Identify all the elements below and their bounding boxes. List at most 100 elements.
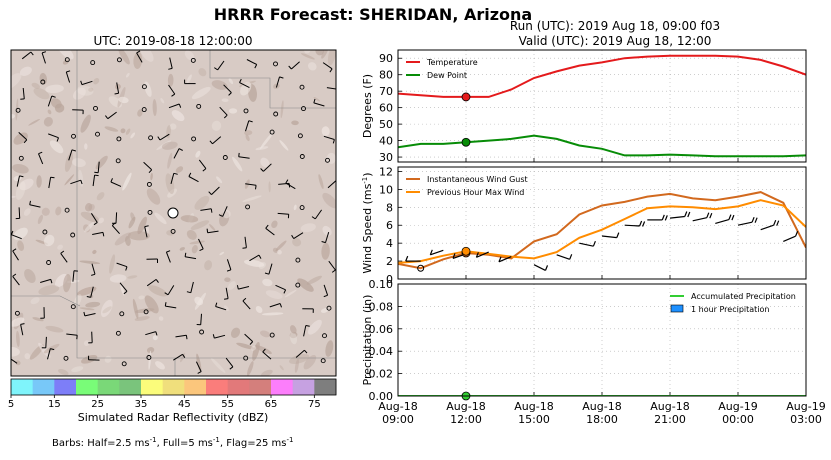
relief-patch — [11, 73, 22, 90]
temperature-panel: 30 40 50 60 70 80 90 Degrees (F) Temperature Dew … — [361, 49, 807, 164]
relief-patch — [167, 152, 173, 169]
relief-patch — [38, 285, 60, 296]
calm-station — [297, 133, 303, 139]
station-barb — [88, 331, 93, 344]
colorbar-cell — [11, 379, 34, 395]
station-barb — [206, 228, 219, 234]
relief-patch — [32, 317, 44, 322]
calm-station — [141, 84, 147, 90]
station-barb — [224, 287, 229, 300]
calm-station — [273, 61, 278, 67]
relief-patch — [122, 172, 132, 191]
station-barb — [214, 60, 225, 71]
relief-patch — [79, 260, 101, 265]
y-axis-label: Wind Speed (ms-1) — [361, 172, 374, 273]
relief-patch — [190, 220, 210, 230]
relief-patch — [16, 330, 20, 347]
legend: Temperature Dew Point — [406, 58, 478, 80]
relief-patch — [294, 358, 299, 373]
station-barb — [265, 224, 275, 236]
station-barb — [303, 325, 310, 337]
station-barb — [322, 62, 333, 73]
relief-patch — [104, 126, 119, 132]
relief-patch — [128, 230, 150, 241]
relief-patch — [41, 207, 50, 216]
relief-patch — [23, 208, 31, 216]
relief-patch — [114, 232, 131, 246]
relief-patch — [132, 298, 139, 319]
relief-patch — [321, 242, 330, 260]
station-barb — [168, 84, 176, 97]
relief-patch — [259, 132, 273, 150]
legend-label: Accumulated Precipitation — [691, 292, 796, 301]
station-barb — [20, 87, 25, 100]
station-barb — [208, 186, 220, 195]
calm-station — [121, 361, 127, 367]
relief-patch — [31, 82, 41, 89]
x-tick-label: Aug-19 — [786, 400, 825, 413]
site-marker — [167, 207, 179, 219]
station-barb — [144, 225, 149, 238]
relief-patch — [289, 331, 298, 339]
colorbar-cell — [249, 379, 272, 395]
plot-frame — [397, 283, 807, 397]
station-barb — [60, 250, 68, 263]
relief-patch — [125, 236, 131, 246]
relief-patch — [277, 249, 282, 255]
map-wind-barbs — [11, 50, 336, 374]
station-barb — [249, 254, 262, 262]
station-barb — [219, 106, 228, 119]
y-tick-label: 0.04 — [369, 345, 394, 358]
relief-patch — [280, 100, 284, 119]
station-barb — [327, 180, 336, 189]
relief-patch — [279, 140, 289, 151]
y-tick-label: 0.08 — [369, 300, 394, 313]
relief-patch — [236, 342, 255, 350]
calm-station — [63, 355, 69, 361]
calm-station — [115, 158, 121, 164]
station-barb — [168, 103, 182, 109]
station-barb — [277, 212, 290, 219]
relief-patch — [28, 118, 40, 126]
station-barb — [164, 302, 177, 309]
valid-line: Valid (UTC): 2019 Aug 18, 12:00 — [519, 34, 712, 48]
station-barb — [260, 163, 272, 172]
valid-time-marker — [461, 92, 471, 102]
relief-patch — [96, 192, 105, 201]
colorbar-cell — [227, 379, 250, 395]
wind-barb — [405, 255, 421, 262]
calm-station — [64, 207, 70, 213]
relief-patch — [11, 195, 16, 199]
relief-patch — [11, 317, 25, 327]
calm-station — [70, 232, 76, 238]
y-tick-label: 10 — [379, 183, 393, 196]
station-barb — [323, 135, 335, 144]
station-barb — [146, 258, 158, 263]
calm-station — [190, 57, 196, 63]
x-tick-label: Aug-18 — [514, 400, 553, 413]
relief-patch — [186, 74, 192, 84]
relief-patch — [50, 98, 62, 109]
colorbar-label: Simulated Radar Reflectivity (dBZ) — [78, 411, 269, 424]
relief-patch — [24, 353, 31, 360]
relief-patch — [137, 216, 147, 235]
colorbar: 5 15 25 35 45 55 65 75 Simulated Radar Reflecti… — [8, 378, 337, 424]
relief-patch — [84, 222, 95, 233]
station-barb — [92, 231, 105, 237]
wind-barb — [579, 240, 596, 247]
relief-patch — [146, 188, 161, 205]
relief-patch — [318, 174, 324, 190]
relief-patch — [140, 50, 154, 62]
relief-patch — [250, 345, 257, 351]
y-tick-label: 4 — [386, 237, 393, 250]
y-tick-label: 12 — [379, 165, 393, 178]
calm-station — [115, 330, 121, 336]
relief-patch — [240, 81, 252, 96]
relief-patch — [219, 211, 230, 227]
relief-patch — [154, 212, 167, 225]
station-barb — [90, 213, 98, 226]
relief-patch — [109, 274, 127, 283]
station-barb — [323, 284, 329, 298]
relief-patch — [155, 361, 165, 370]
run-line: Run (UTC): 2019 Aug 18, 09:00 f03 — [510, 19, 720, 33]
